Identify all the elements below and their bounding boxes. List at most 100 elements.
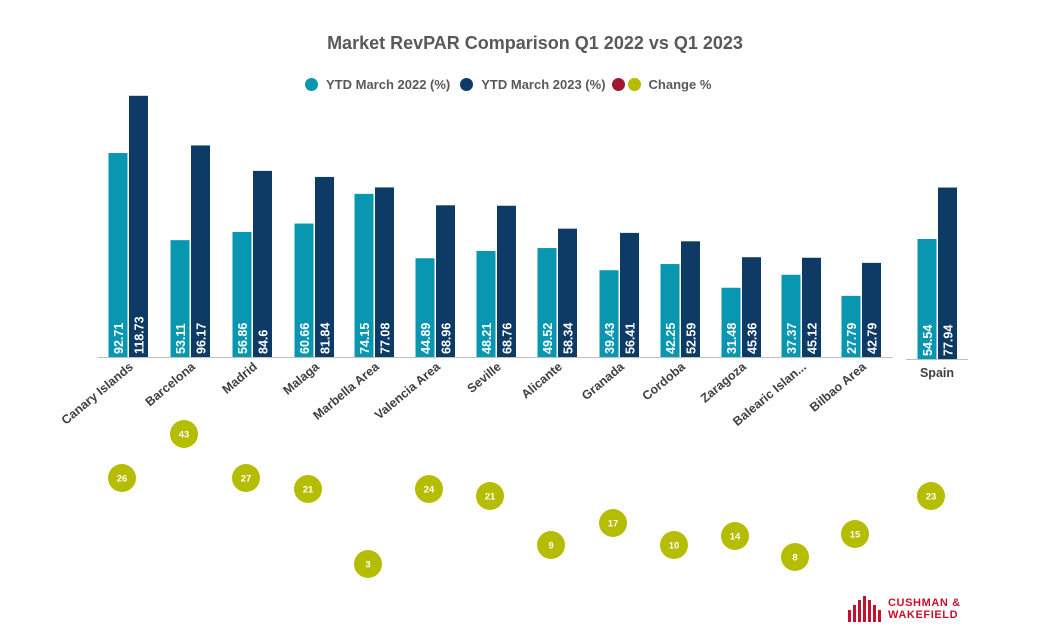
brand-line-2: WAKEFIELD <box>888 609 959 621</box>
bar-2022 <box>415 258 435 357</box>
change-bubble-label: 23 <box>926 492 937 503</box>
category-label: Valencia Area <box>372 359 444 422</box>
bar-2022-value-label: 31.48 <box>725 323 739 354</box>
legend-label-2022: YTD March 2022 (%) <box>326 76 451 92</box>
bar-2023-value-label: 45.36 <box>746 323 760 354</box>
bar-2023 <box>497 205 516 357</box>
bar-2023-value-label: 52.59 <box>685 323 699 354</box>
bar-2022 <box>781 274 801 357</box>
category-label: Granada <box>579 359 628 403</box>
bar-2022 <box>108 153 128 357</box>
bar-2023 <box>191 145 210 357</box>
brand-logo: CUSHMAN & WAKEFIELD <box>848 596 961 622</box>
bar-2022 <box>721 287 741 357</box>
bar-2023-value-label: 58.34 <box>562 323 576 354</box>
change-bubble-label: 21 <box>485 492 496 503</box>
category-label: Cordoba <box>640 359 689 403</box>
change-bubble <box>781 543 809 571</box>
category-label: Zaragoza <box>698 359 750 406</box>
bar-2022-value-label: 60.66 <box>298 323 312 354</box>
bar-2022 <box>917 239 937 359</box>
change-bubble <box>660 531 688 559</box>
bar-2022 <box>354 193 374 357</box>
cushman-wakefield-logo-icon <box>848 596 881 622</box>
change-bubble <box>354 550 382 578</box>
bar-2023 <box>129 95 148 357</box>
legend-label-change: Change % <box>648 76 712 92</box>
change-bubble <box>841 520 869 548</box>
bar-2023-value-label: 118.73 <box>133 316 147 354</box>
bar-2022-value-label: 92.71 <box>112 323 126 354</box>
bar-2022-value-label: 53.11 <box>174 323 188 354</box>
change-bubble <box>232 464 260 492</box>
bar-2022 <box>232 231 252 357</box>
bar-2023 <box>558 228 577 357</box>
change-bubble <box>537 531 565 559</box>
change-bubble-label: 21 <box>303 485 314 496</box>
bar-2023-value-label: 56.41 <box>624 323 638 354</box>
category-label: Seville <box>465 360 504 396</box>
change-bubble-label: 8 <box>792 553 797 564</box>
category-label: Barcelona <box>143 359 199 409</box>
bar-2023-value-label: 45.12 <box>806 323 820 354</box>
bar-2023 <box>938 187 957 359</box>
bar-2023 <box>802 257 821 357</box>
change-bubble <box>721 522 749 550</box>
category-label: Spain <box>920 366 954 380</box>
legend-item-2023: YTD March 2023 (%) <box>460 76 606 92</box>
bar-2023-value-label: 81.84 <box>319 323 333 354</box>
bar-2023 <box>681 241 700 357</box>
bar-2023-value-label: 96.17 <box>195 323 209 354</box>
bar-2023-value-label: 68.96 <box>440 323 454 354</box>
change-bubble-label: 9 <box>548 541 553 552</box>
legend-swatch-change-red <box>611 77 625 91</box>
change-bubble-label: 24 <box>424 485 435 496</box>
category-label: Alicante <box>519 360 565 402</box>
bar-2023-value-label: 77.94 <box>942 325 956 356</box>
change-bubble-label: 43 <box>179 430 190 441</box>
change-bubble <box>917 482 945 510</box>
change-bubble-label: 15 <box>850 530 861 541</box>
bar-2023-value-label: 77.08 <box>379 323 393 354</box>
bar-2022-value-label: 27.79 <box>845 323 859 354</box>
bar-2023 <box>315 176 334 357</box>
category-label: Marbella Area <box>310 359 382 423</box>
category-label: Bilbao Area <box>807 359 870 415</box>
bar-2022-value-label: 56.86 <box>236 323 250 354</box>
legend: YTD March 2022 (%) YTD March 2023 (%) Ch… <box>305 74 711 94</box>
bar-2023 <box>620 232 639 357</box>
legend-item-change: Change % <box>611 76 712 92</box>
change-bubble <box>476 482 504 510</box>
legend-item-2022: YTD March 2022 (%) <box>305 77 450 92</box>
bar-2022-value-label: 39.43 <box>603 323 617 354</box>
category-label: Canary Islands <box>59 360 136 428</box>
change-bubble-label: 17 <box>608 519 619 530</box>
bar-2022-value-label: 48.21 <box>480 323 494 354</box>
change-bubble-label: 26 <box>117 474 128 485</box>
bar-2023 <box>375 187 394 357</box>
bar-2022 <box>294 223 314 357</box>
bar-2022-value-label: 49.52 <box>541 323 555 354</box>
bar-2023 <box>253 170 272 357</box>
legend-label-2023: YTD March 2023 (%) <box>481 76 606 92</box>
bar-2023-value-label: 68.76 <box>501 323 515 354</box>
bar-2022 <box>170 240 190 357</box>
category-label: Malaga <box>280 359 322 398</box>
bar-2023-value-label: 42.79 <box>866 323 880 354</box>
bar-2023 <box>436 205 455 357</box>
change-bubble <box>294 475 322 503</box>
bar-2022-value-label: 74.15 <box>358 323 372 354</box>
bar-2023 <box>742 257 761 357</box>
change-bubble-label: 10 <box>669 541 680 552</box>
bar-2022 <box>537 248 557 357</box>
change-bubble <box>415 475 443 503</box>
bar-2022-value-label: 44.89 <box>419 323 433 354</box>
change-bubble <box>108 464 136 492</box>
change-bubble-label: 14 <box>730 532 741 543</box>
legend-swatch-change <box>627 77 641 91</box>
bar-2023-value-label: 84.6 <box>257 330 271 354</box>
category-label: Madrid <box>220 360 260 397</box>
brand-line-1: CUSHMAN & <box>888 597 961 609</box>
change-bubble-label: 3 <box>365 560 370 571</box>
